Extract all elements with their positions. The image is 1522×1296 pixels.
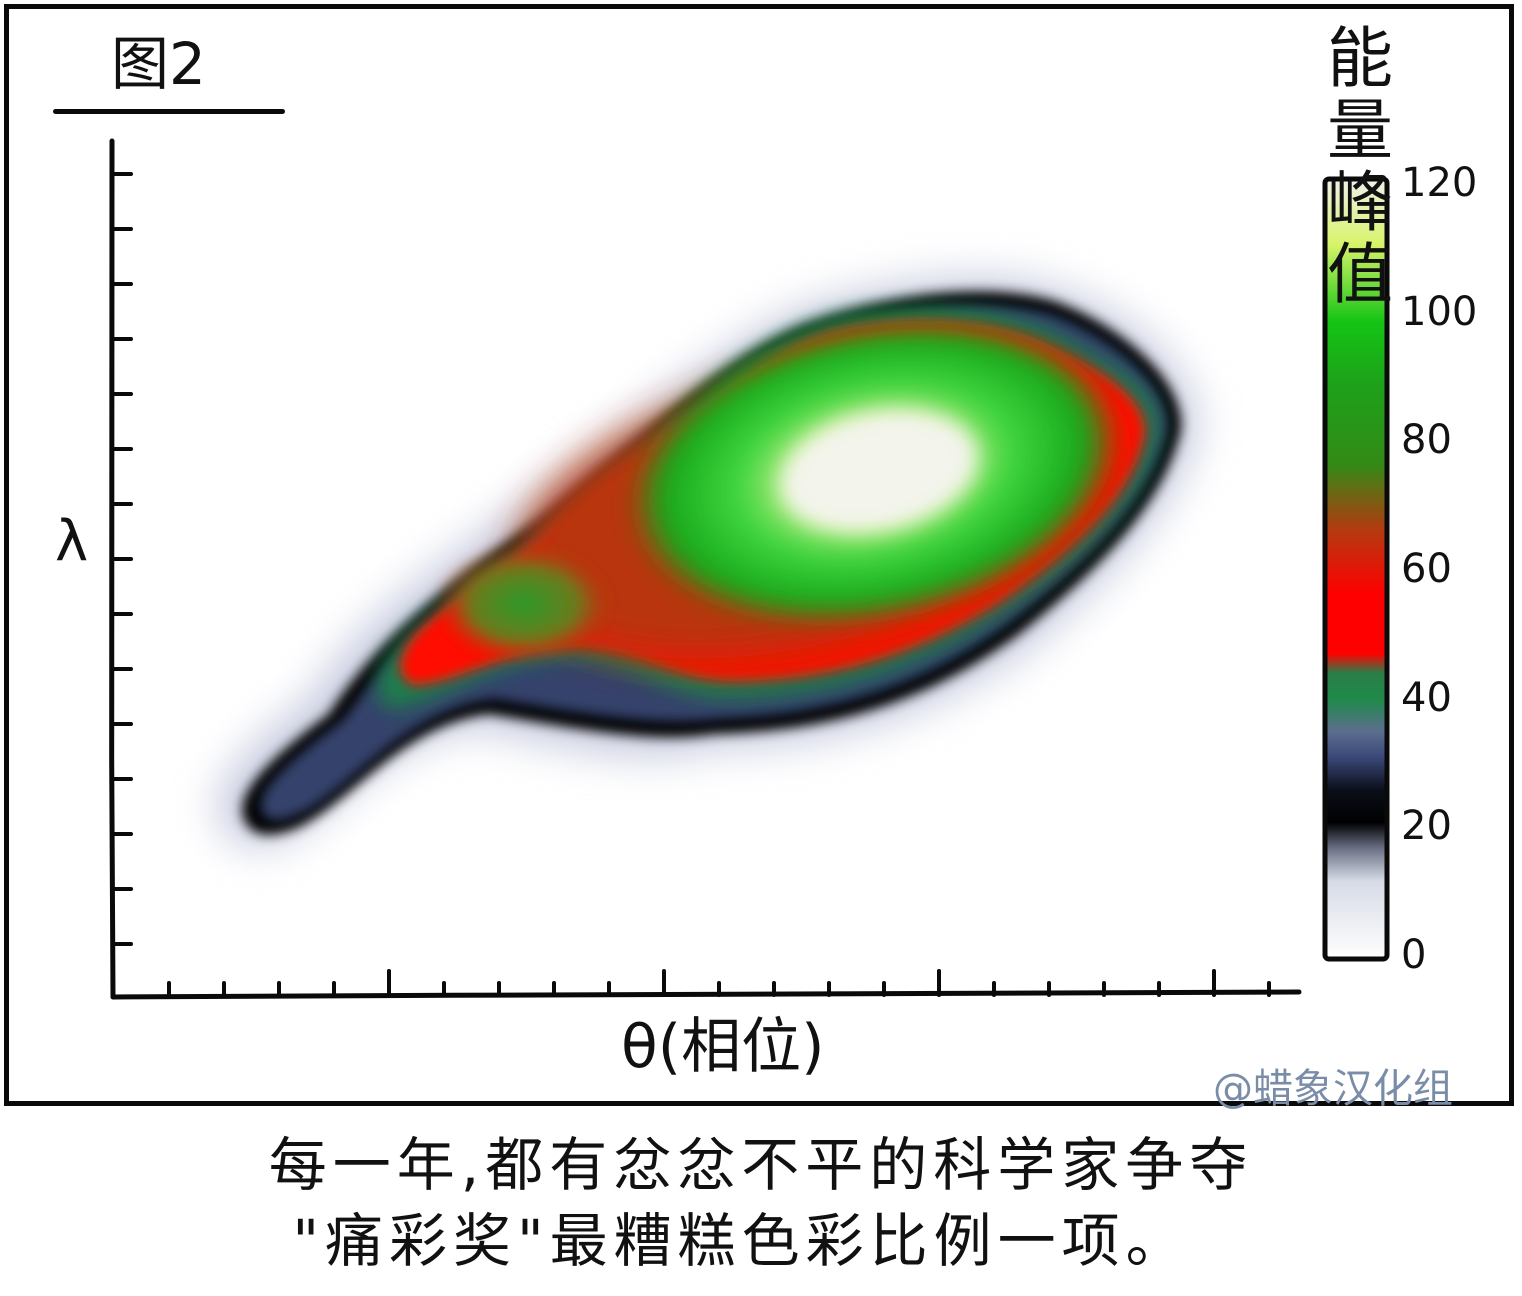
colorbar-title-line2: 峰 值 (1327, 164, 1397, 313)
colorbar-tick-60: 60 (1401, 546, 1452, 592)
x-axis-label: θ(相位) (621, 1012, 825, 1082)
axes (109, 138, 1302, 1000)
x-ticks (167, 969, 1271, 997)
watermark: @蜡象汉化组 (1213, 1066, 1453, 1112)
y-ticks (111, 172, 133, 946)
heat-peak (780, 410, 978, 532)
comic-panel: 图2 λ θ(相位) 能 量 峰 值 0 20 40 60 80 100 120 @蜡象汉化… (4, 4, 1514, 1112)
colorbar-tick-40: 40 (1401, 674, 1452, 721)
colorbar (1322, 176, 1390, 962)
colorbar-tick-120: 120 (1401, 160, 1478, 206)
colorbar-title: 能 量 峰 值 (1327, 23, 1487, 311)
colorbar-tick-100: 100 (1401, 288, 1478, 335)
heatmap-chart (109, 138, 1390, 1000)
y-axis-label: λ (55, 509, 89, 574)
heatmap-field (216, 276, 1199, 848)
colorbar-title-line1: 能 量 (1327, 20, 1397, 169)
y-axis-line (109, 138, 116, 1000)
figure-label: 图2 (111, 30, 206, 98)
figure-label-underline (53, 109, 285, 114)
x-axis-line (110, 989, 1302, 1000)
caption-line-2: "痛彩奖"最糟糕色彩比例一项。 (292, 1207, 1190, 1275)
caption-line-1: 每一年,都有忿忿不平的科学家争夺 (268, 1131, 1254, 1199)
heat-spot-secondary (434, 544, 614, 664)
colorbar-tick-20: 20 (1401, 803, 1452, 850)
colorbar-tick-0: 0 (1401, 932, 1427, 978)
colorbar-tick-80: 80 (1401, 417, 1452, 464)
